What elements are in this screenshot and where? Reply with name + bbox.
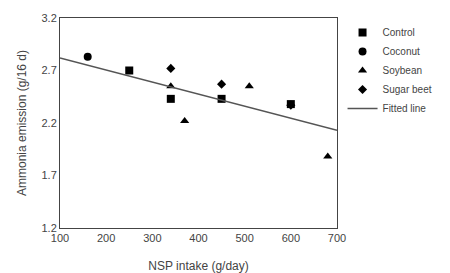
svg-text:3.2: 3.2 (42, 12, 57, 24)
svg-text:Control: Control (383, 27, 415, 38)
svg-text:1.2: 1.2 (42, 222, 57, 234)
svg-text:NSP intake (g/day): NSP intake (g/day) (148, 259, 249, 273)
svg-text:Fitted line: Fitted line (383, 103, 427, 114)
svg-text:400: 400 (189, 232, 207, 244)
svg-text:Ammonia emission (g/16 d): Ammonia emission (g/16 d) (15, 50, 29, 196)
svg-text:200: 200 (97, 232, 115, 244)
svg-text:300: 300 (143, 232, 161, 244)
svg-text:600: 600 (282, 232, 300, 244)
svg-text:Soybean: Soybean (383, 65, 422, 76)
svg-text:2.2: 2.2 (42, 117, 57, 129)
svg-text:500: 500 (235, 232, 253, 244)
svg-text:2.7: 2.7 (42, 64, 57, 76)
svg-text:Sugar beet: Sugar beet (383, 84, 432, 95)
svg-text:Coconut: Coconut (383, 46, 420, 57)
svg-text:1.7: 1.7 (42, 169, 57, 181)
svg-text:100: 100 (51, 232, 69, 244)
svg-text:700: 700 (328, 232, 346, 244)
